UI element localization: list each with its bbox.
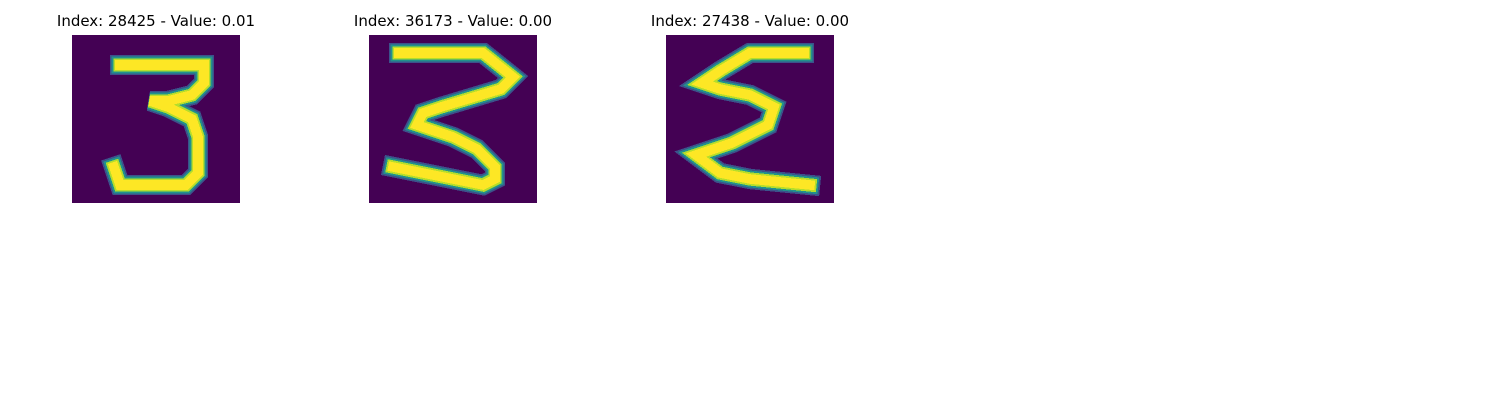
panel-title: Index: 28425 - Value: 0.01 [56, 12, 256, 30]
digit-image [72, 35, 240, 203]
panel-title: Index: 36173 - Value: 0.00 [353, 12, 553, 30]
digit-image [369, 35, 537, 203]
digit-image [666, 35, 834, 203]
image-panel-1: Index: 28425 - Value: 0.01 [26, 0, 286, 210]
digit-stroke-core [107, 60, 209, 190]
image-panel-3: Index: 27438 - Value: 0.00 [620, 0, 880, 210]
panel-title: Index: 27438 - Value: 0.00 [650, 12, 850, 30]
digit-stroke-core [685, 48, 816, 191]
digit-stroke-core [387, 48, 521, 191]
image-panel-2: Index: 36173 - Value: 0.00 [323, 0, 583, 210]
